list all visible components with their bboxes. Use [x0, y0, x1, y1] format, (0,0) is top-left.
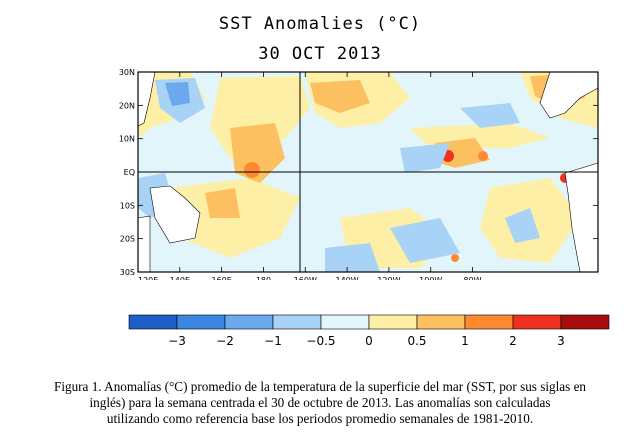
colorbar-label: −3: [168, 334, 186, 348]
warm-region: [205, 188, 240, 218]
lon-label: 80W: [463, 276, 481, 280]
warm-region: [230, 123, 285, 183]
warm-spot: [244, 162, 260, 178]
map-date: 30 OCT 2013: [258, 44, 382, 64]
cool-region: [390, 218, 460, 263]
cool-region: [325, 243, 380, 272]
lon-label: 140E: [170, 276, 190, 280]
colorbar-box: [320, 314, 370, 330]
warm-spot: [451, 254, 459, 262]
lat-label: 30S: [120, 268, 135, 277]
caption-line: Figura 1. Anomalías (°C) promedio de la …: [53, 379, 587, 394]
colorbar-labels: −3 −2 −1 −0.5 0 0.5 1 2 3: [168, 334, 565, 348]
lon-label: 160E: [211, 276, 231, 280]
colorbar-label: 2: [509, 334, 517, 348]
lat-label: 20S: [120, 235, 135, 244]
colorbar-label: 1: [461, 334, 469, 348]
lon-label: 180: [256, 276, 271, 280]
cool-region: [505, 208, 540, 243]
lat-label: 20N: [119, 101, 135, 110]
colorbar-box: [512, 314, 562, 330]
axis-ticks: [137, 71, 598, 273]
new-guinea-land: [149, 185, 201, 244]
caption-line: inglés) para la semana centrada el 30 de…: [89, 395, 551, 410]
lat-label: 10S: [120, 201, 135, 210]
australia-land: [137, 215, 151, 273]
latitude-labels: 30N 20N 10N EQ 10S 20S 30S: [119, 68, 135, 277]
figure-caption: Figura 1. Anomalías (°C) promedio de la …: [0, 379, 640, 427]
lat-label: 30N: [119, 68, 135, 77]
colorbar-label: 0: [365, 334, 373, 348]
lon-label: 140W: [335, 276, 358, 280]
lat-label: EQ: [124, 168, 135, 177]
colorbar-boxes: [128, 314, 610, 330]
lon-label: 120W: [377, 276, 400, 280]
warm-spot: [478, 151, 488, 161]
lon-label: 160W: [294, 276, 317, 280]
warm-region: [310, 80, 370, 113]
longitude-labels: 120E 140E 160E 180 160W 140W 120W 100W 80W: [138, 276, 482, 280]
map-title: SST Anomalies (°C): [218, 14, 422, 34]
colorbar-label: 3: [557, 334, 565, 348]
caption-line: utilizando como referencia base los peri…: [106, 411, 534, 426]
colorbar-label: 0.5: [407, 334, 426, 348]
land: [137, 71, 599, 273]
cool-region: [460, 103, 520, 128]
anomaly-field: [138, 72, 598, 272]
colorbar-box: [368, 314, 418, 330]
cool-region: [165, 82, 190, 106]
colorbar-label: −2: [216, 334, 234, 348]
colorbar-label: −1: [264, 334, 282, 348]
colorbar-box: [560, 314, 610, 330]
lon-label: 100W: [419, 276, 442, 280]
colorbar-box: [128, 314, 178, 330]
sst-anomaly-map: 30N 20N 10N EQ 10S 20S 30S 120E 140E 160E 180 160W…: [119, 68, 599, 280]
cool-region: [400, 143, 450, 173]
colorbar-box: [224, 314, 274, 330]
colorbar-box: [464, 314, 514, 330]
colorbar-box: [176, 314, 226, 330]
lon-label: 120E: [138, 276, 158, 280]
colorbar-box: [416, 314, 466, 330]
colorbar-box: [272, 314, 322, 330]
lat-label: 10N: [119, 135, 135, 144]
colorbar-label: −0.5: [306, 334, 335, 348]
colorbar: −3 −2 −1 −0.5 0 0.5 1 2 3: [128, 314, 610, 348]
